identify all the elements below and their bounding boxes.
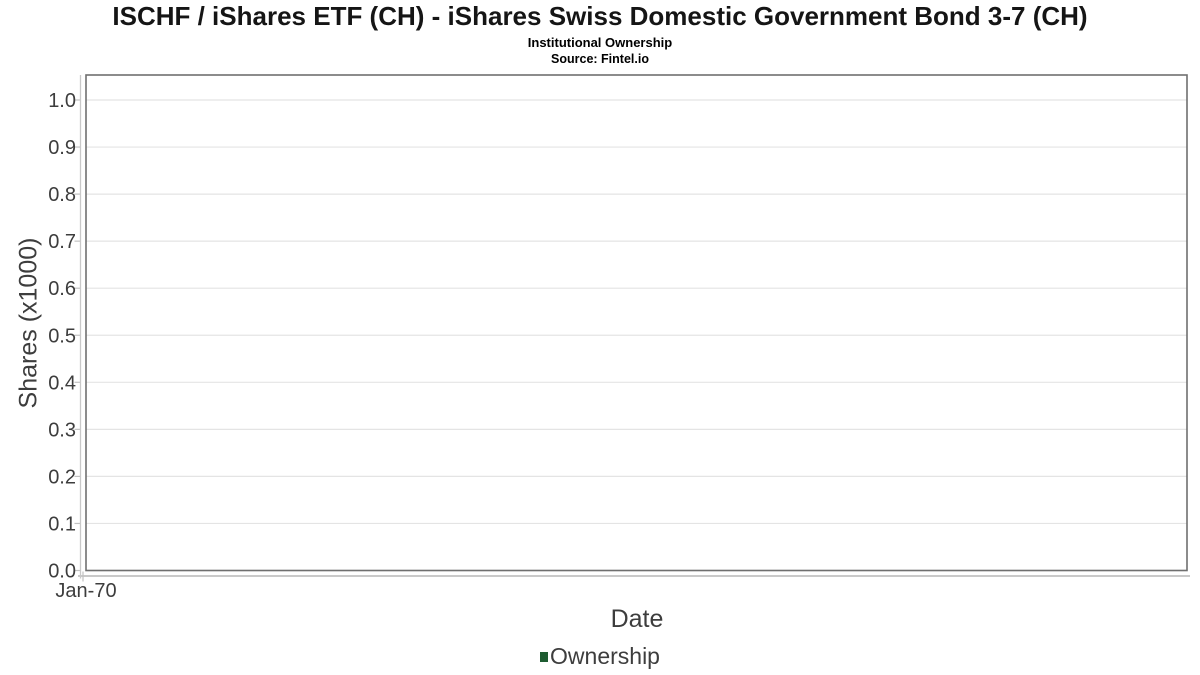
x-axis-label: Date — [610, 605, 664, 633]
y-tick-label: 0.2 — [48, 466, 76, 488]
y-tick-label: 0.8 — [48, 184, 76, 206]
y-tick-label: 0.5 — [48, 325, 76, 347]
y-tick-label: 0.7 — [48, 231, 76, 253]
chart-subtitle: Institutional Ownership — [527, 35, 673, 50]
plot-border — [85, 74, 1188, 572]
y-tick-label: 1.0 — [48, 90, 76, 112]
y-tick-label: 0.1 — [48, 513, 76, 535]
x-tick-label: Jan-70 — [55, 580, 116, 602]
chart-title: ISCHF / iShares ETF (CH) - iShares Swiss… — [112, 1, 1088, 31]
legend-label-ownership: Ownership — [550, 642, 660, 669]
y-axis-label: Shares (x1000) — [14, 237, 43, 409]
y-tick-label: 0.6 — [48, 278, 76, 300]
y-tick-label: 0.0 — [48, 561, 76, 583]
y-tick-label: 0.3 — [48, 419, 76, 441]
legend-marker-ownership — [540, 652, 549, 662]
y-tick-label: 0.4 — [48, 372, 76, 394]
y-tick-label: 0.9 — [48, 137, 76, 159]
legend: Ownership — [0, 643, 1200, 669]
source-label: Source: Fintel.io — [551, 52, 649, 66]
